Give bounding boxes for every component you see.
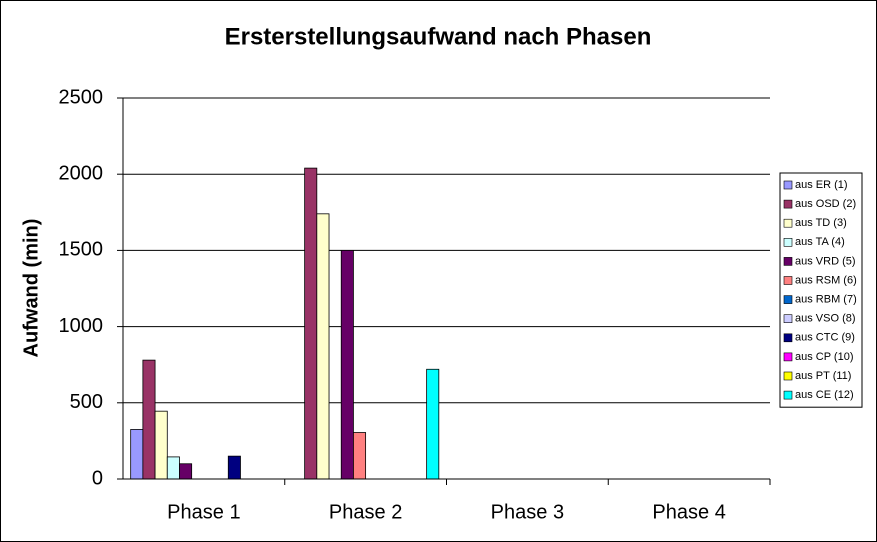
legend-swatch	[783, 371, 793, 381]
bar	[426, 368, 440, 480]
x-tick-label: Phase 3	[491, 501, 564, 523]
legend-swatch	[783, 257, 793, 266]
x-tick-label: Phase 2	[329, 501, 402, 523]
legend-label: aus TD (3)	[795, 217, 847, 229]
y-tick-label: 1000	[59, 315, 104, 337]
legend-label: aus VRD (5)	[795, 255, 856, 267]
bar	[154, 410, 168, 480]
legend-label: aus CTC (9)	[795, 332, 855, 344]
x-tick-label: Phase 1	[167, 501, 240, 523]
legend-label: aus ER (1)	[795, 179, 848, 191]
legend-swatch	[783, 199, 793, 209]
bar	[130, 429, 144, 480]
legend-label: aus VSO (8)	[795, 313, 856, 325]
x-tick-label: Phase 4	[652, 501, 725, 523]
legend-swatch	[783, 295, 793, 304]
bar	[142, 359, 156, 480]
y-tick-label: 2000	[59, 162, 104, 184]
bar	[316, 213, 330, 480]
bar	[227, 455, 241, 480]
bar	[340, 249, 354, 480]
legend-swatch	[783, 333, 793, 343]
bar	[166, 456, 180, 480]
legend-label: aus CP (10)	[795, 351, 854, 363]
bar	[304, 167, 318, 480]
legend-box	[779, 172, 863, 408]
y-tick-label: 2500	[59, 86, 104, 108]
legend-swatch	[783, 352, 793, 362]
legend-swatch	[783, 276, 793, 285]
legend-label: aus RSM (6)	[795, 274, 857, 286]
legend-swatch	[783, 314, 793, 324]
bar	[353, 432, 367, 480]
chart-title: Ersterstellungsaufwand nach Phasen	[225, 23, 652, 50]
legend-swatch	[783, 180, 793, 190]
legend-label: aus PT (11)	[795, 370, 851, 382]
legend-swatch	[783, 390, 793, 400]
legend-label: aus TA (4)	[795, 236, 845, 248]
legend-label: aus CE (12)	[795, 389, 854, 401]
y-tick-label: 500	[70, 391, 103, 413]
legend-swatch	[783, 238, 793, 247]
y-tick-label: 0	[92, 467, 103, 489]
legend-label: aus OSD (2)	[795, 198, 856, 210]
legend-swatch	[783, 218, 793, 228]
legend-label: aus RBM (7)	[795, 294, 857, 306]
bar	[179, 463, 193, 480]
y-axis-label: Aufwand (min)	[20, 219, 42, 358]
y-tick-label: 1500	[59, 239, 104, 261]
